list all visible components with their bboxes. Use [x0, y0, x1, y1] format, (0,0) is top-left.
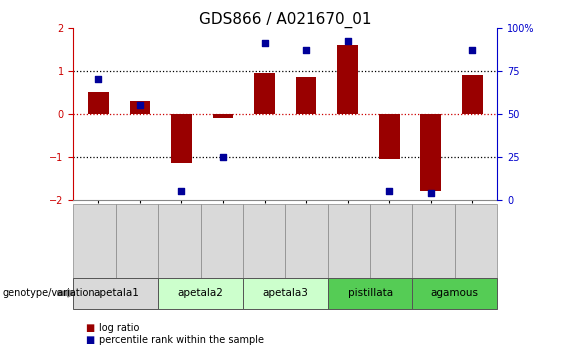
Text: percentile rank within the sample: percentile rank within the sample [99, 335, 264, 345]
Text: genotype/variation: genotype/variation [3, 288, 95, 298]
Title: GDS866 / A021670_01: GDS866 / A021670_01 [199, 11, 372, 28]
Bar [171, 114, 192, 164]
Point [260, 40, 269, 46]
Text: agamous: agamous [431, 288, 479, 298]
Text: ■: ■ [85, 324, 94, 333]
Bar [420, 114, 441, 191]
Text: pistillata: pistillata [347, 288, 393, 298]
Bar [379, 114, 399, 159]
Point [136, 102, 145, 108]
Bar [462, 75, 483, 114]
Bar [337, 45, 358, 114]
Bar [88, 92, 108, 114]
Bar [254, 73, 275, 114]
Point [468, 47, 477, 53]
Text: ■: ■ [85, 335, 94, 345]
Text: apetala2: apetala2 [177, 288, 224, 298]
Bar [295, 77, 316, 114]
Text: log ratio: log ratio [99, 324, 139, 333]
Point [302, 47, 311, 53]
Point [426, 190, 435, 196]
Point [219, 154, 228, 160]
Point [177, 189, 186, 194]
Bar [212, 114, 233, 118]
Point [385, 189, 394, 194]
Point [94, 77, 103, 82]
Text: apetala1: apetala1 [93, 288, 139, 298]
Point [343, 39, 352, 44]
Bar [129, 101, 150, 114]
Text: apetala3: apetala3 [262, 288, 308, 298]
